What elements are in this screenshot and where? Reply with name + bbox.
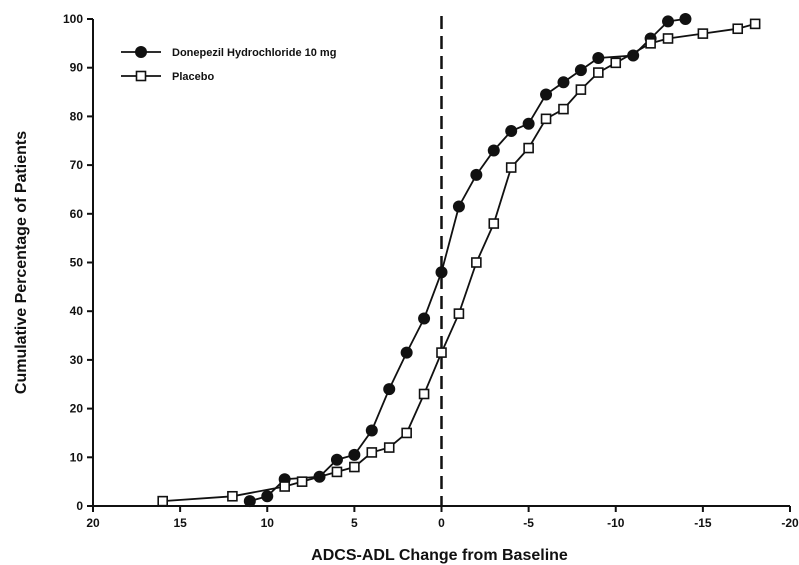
- data-point: [366, 447, 378, 458]
- data-point: [610, 57, 622, 69]
- data-point: [261, 490, 274, 503]
- legend-label: Placebo: [172, 71, 214, 83]
- data-point: [679, 13, 692, 25]
- data-point: [452, 200, 465, 213]
- data-point: [749, 18, 761, 30]
- y-tick-label-80: 80: [70, 109, 84, 123]
- y-tick-label-30: 30: [70, 353, 84, 367]
- data-point: [627, 49, 640, 62]
- x-tick-label-20: 20: [86, 516, 100, 530]
- data-point: [330, 453, 343, 466]
- y-tick-label-10: 10: [70, 450, 84, 464]
- data-point: [331, 466, 343, 478]
- data-point: [505, 162, 517, 173]
- x-tick-label--15: -15: [694, 516, 712, 530]
- data-point: [383, 442, 395, 453]
- x-axis-label: ADCS-ADL Change from Baseline: [311, 547, 568, 564]
- data-point: [348, 448, 361, 461]
- data-point: [435, 266, 448, 279]
- data-point: [592, 51, 605, 64]
- data-point: [436, 347, 447, 358]
- data-point: [558, 103, 569, 115]
- data-point: [279, 481, 290, 492]
- series-line: [249, 18, 686, 502]
- y-tick-label-70: 70: [70, 158, 84, 172]
- data-point: [522, 117, 535, 130]
- y-tick-label-0: 0: [76, 499, 83, 513]
- y-tick-label-20: 20: [70, 402, 84, 416]
- x-tick-label-15: 15: [173, 516, 187, 530]
- data-point: [645, 38, 656, 49]
- x-tick-label--10: -10: [607, 516, 625, 530]
- data-point: [383, 383, 396, 396]
- x-tick-label-10: 10: [261, 516, 275, 530]
- y-tick-label-40: 40: [70, 304, 84, 318]
- data-point: [453, 308, 465, 319]
- data-point: [296, 476, 308, 487]
- legend-marker-icon: [135, 70, 147, 82]
- data-point: [574, 64, 587, 77]
- series-group: [157, 13, 761, 508]
- legend-marker-icon: [135, 46, 147, 58]
- data-point: [488, 218, 500, 229]
- data-point: [243, 495, 256, 508]
- y-tick-label-100: 100: [63, 12, 83, 26]
- legend-item-donepezil: Donepezil Hydrochloride 10 mg: [121, 46, 336, 59]
- data-point: [593, 67, 604, 78]
- data-point: [470, 168, 483, 181]
- data-point: [418, 388, 430, 400]
- y-tick-label-50: 50: [70, 256, 84, 270]
- legend-label: Donepezil Hydrochloride 10 mg: [172, 47, 336, 59]
- series-donepezil: [243, 13, 692, 508]
- data-point: [349, 461, 360, 473]
- x-tick-label-0: 0: [438, 516, 445, 530]
- data-point: [557, 76, 570, 89]
- x-tick-label--20: -20: [781, 516, 799, 530]
- y-tick-label-60: 60: [70, 207, 84, 221]
- data-point: [523, 142, 534, 154]
- data-point: [227, 490, 238, 502]
- x-tick-label--5: -5: [523, 516, 534, 530]
- data-point: [471, 257, 482, 268]
- data-point: [505, 125, 518, 138]
- data-point: [400, 346, 413, 359]
- data-point: [697, 28, 709, 39]
- data-point: [157, 495, 168, 507]
- data-point: [365, 424, 378, 437]
- data-point: [662, 33, 674, 44]
- data-point: [732, 23, 744, 35]
- data-point: [575, 84, 587, 95]
- series-line: [162, 23, 756, 502]
- data-point: [540, 113, 552, 125]
- data-point: [418, 312, 431, 325]
- data-point: [540, 88, 553, 101]
- y-tick-label-90: 90: [70, 61, 84, 75]
- legend: Donepezil Hydrochloride 10 mg Placebo: [121, 46, 336, 83]
- series-placebo: [157, 18, 761, 507]
- legend-item-placebo: Placebo: [121, 70, 214, 83]
- x-tick-label-5: 5: [351, 516, 358, 530]
- y-axis-label: Cumulative Percentage of Patients: [13, 131, 30, 394]
- data-point: [487, 144, 500, 157]
- data-point: [401, 427, 412, 439]
- data-point: [662, 15, 675, 28]
